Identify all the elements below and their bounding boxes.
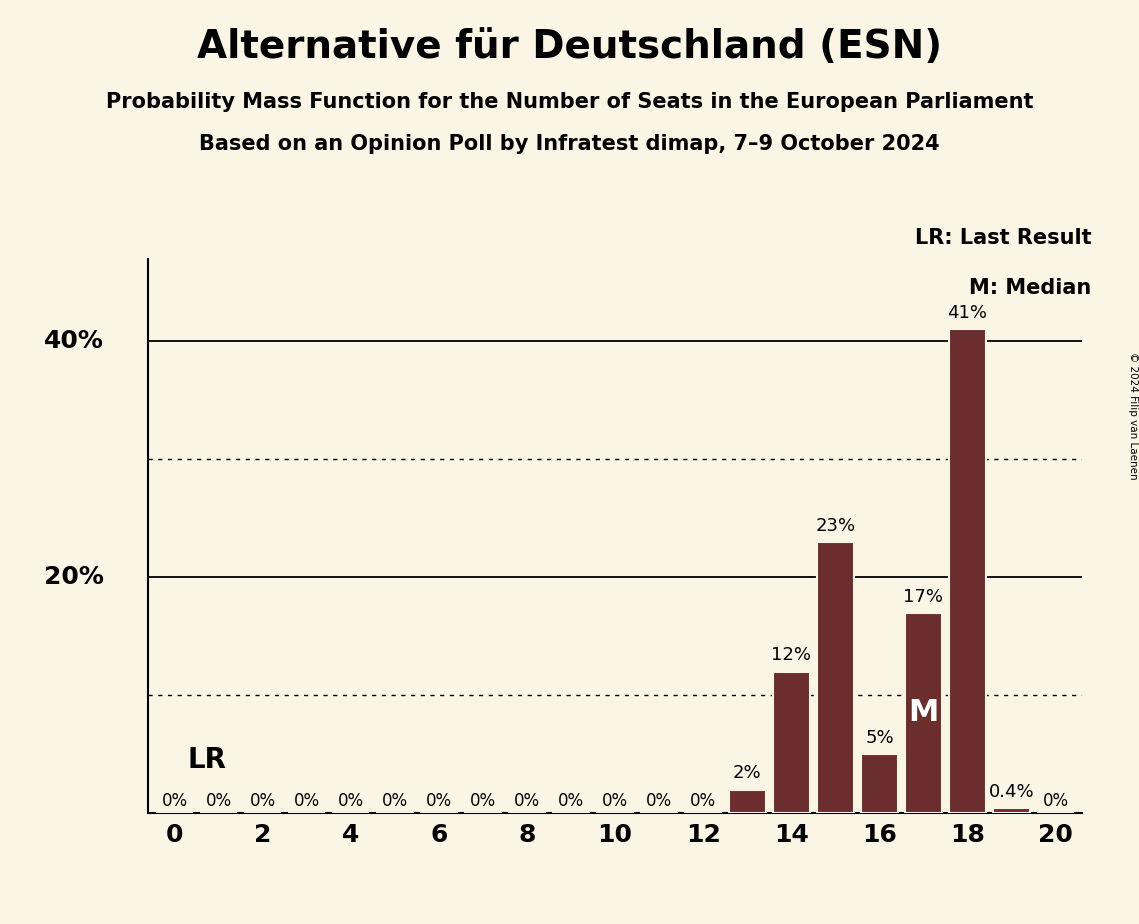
Bar [817,541,854,813]
Bar [993,808,1031,813]
Bar [949,330,986,813]
Text: 40%: 40% [44,329,104,353]
Text: M: Median: M: Median [969,277,1091,298]
Text: 0%: 0% [1042,792,1068,809]
Text: 0%: 0% [162,792,188,809]
Text: 23%: 23% [816,517,855,535]
Text: 12%: 12% [771,647,811,664]
Text: 0%: 0% [469,792,495,809]
Text: 20%: 20% [44,565,104,590]
Text: 0%: 0% [205,792,231,809]
Text: 0%: 0% [382,792,408,809]
Text: 0%: 0% [690,792,716,809]
Text: Based on an Opinion Poll by Infratest dimap, 7–9 October 2024: Based on an Opinion Poll by Infratest di… [199,134,940,154]
Text: 0%: 0% [603,792,628,809]
Text: 0%: 0% [337,792,363,809]
Bar [861,754,899,813]
Text: M: M [908,699,939,727]
Text: 2%: 2% [732,764,762,783]
Text: 0%: 0% [514,792,540,809]
Text: LR: Last Result: LR: Last Result [915,227,1091,248]
Text: 0%: 0% [646,792,672,809]
Text: 0.4%: 0.4% [989,784,1034,801]
Bar [904,613,942,813]
Text: Probability Mass Function for the Number of Seats in the European Parliament: Probability Mass Function for the Number… [106,92,1033,113]
Text: 41%: 41% [948,304,988,322]
Bar [772,672,810,813]
Text: 0%: 0% [249,792,276,809]
Text: 17%: 17% [903,588,943,605]
Text: 0%: 0% [558,792,584,809]
Text: © 2024 Filip van Laenen: © 2024 Filip van Laenen [1129,352,1138,480]
Text: Alternative für Deutschland (ESN): Alternative für Deutschland (ESN) [197,28,942,66]
Bar [729,789,765,813]
Text: 0%: 0% [294,792,320,809]
Text: 0%: 0% [426,792,452,809]
Text: LR: LR [188,746,227,774]
Text: 5%: 5% [866,729,894,748]
